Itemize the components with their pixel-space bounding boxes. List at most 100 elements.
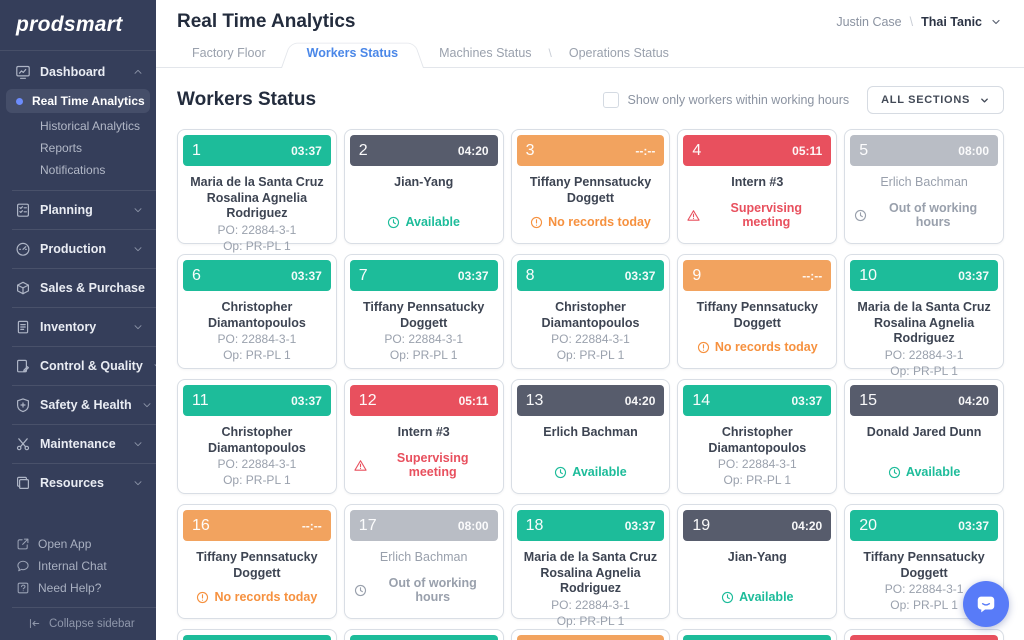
worker-number: 14 [692,391,711,409]
sidebar-item-safety-health[interactable]: Safety & Health [0,388,156,422]
tab-factory-floor[interactable]: Factory Floor [192,45,266,60]
sidebar-item-sales-purchase[interactable]: Sales & Purchase [0,271,156,305]
worker-card[interactable]: 15 04:20 Donald Jared Dunn Available [844,379,1004,494]
account-switcher[interactable]: Justin Case \ Thai Tanic [836,15,1002,29]
worker-card[interactable]: 13 04:20 Erlich Bachman Available [510,379,671,494]
tab-machines-status[interactable]: Machines Status [439,45,532,60]
worker-card-body: Erlich Bachman Out of working hours [350,541,498,613]
sidebar-subitem-label: Real Time Analytics [32,94,145,108]
sidebar-subitem-reports[interactable]: Reports [0,137,156,159]
company-name[interactable]: Thai Tanic [921,15,982,29]
page-body: Workers Status Show only workers within … [156,68,1024,640]
sidebar-divider [12,346,156,347]
worker-number: 11 [192,391,209,409]
worker-po: PO: 22884-3-1 [384,332,464,347]
worker-card[interactable]: 4 05:11 Intern #3 Supervising meeting [677,129,838,244]
worker-card[interactable]: 1 03:37 Maria de la Santa Cruz Rosalina Ag… [177,129,337,253]
tab-workers-status[interactable]: Workers Status [281,38,424,67]
worker-card-body: Maria de la Santa Cruz Rosalina Agnelia … [850,291,998,388]
worker-card-header: 15 04:20 [850,385,998,416]
sidebar-item-label: Control & Quality [40,359,143,373]
worker-name: Maria de la Santa Cruz Rosalina Agnelia … [190,175,324,221]
tab-operations-status[interactable]: Operations Status [568,45,669,60]
worker-card-header: 19 04:20 [683,510,832,541]
sidebar-footer-link-open-app[interactable]: Open App [0,533,156,555]
worker-card[interactable]: 3 --:-- Tiffany Pennsatucky Doggett No reco… [510,129,671,244]
worker-card[interactable]: 17 08:00 Erlich Bachman Out of working hour… [343,504,504,619]
worker-number: 19 [692,516,711,534]
worker-number: 7 [358,266,368,284]
page-head: Workers Status Show only workers within … [156,68,1024,129]
chevron-down-icon [990,16,1002,28]
resources-icon [15,475,31,491]
worker-card[interactable]: 10 03:37 Maria de la Santa Cruz Rosalina A… [844,254,1004,378]
worker-card[interactable]: 7 03:37 Tiffany Pennsatucky Doggett PO: 228… [343,254,504,369]
worker-op: Op: PR-PL 1 [890,364,958,379]
worker-status-label: Supervising meeting [396,451,469,479]
sidebar-item-dashboard[interactable]: Dashboard [0,55,156,89]
worker-card[interactable]: 16 --:-- Tiffany Pennsatucky Doggett No rec… [177,504,337,619]
worker-card-body: Erlich Bachman Out of working hours [850,166,998,238]
page-header-title: Real Time Analytics [177,11,356,32]
sidebar-subitem-real-time-analytics[interactable]: Real Time Analytics [6,89,150,113]
worker-card[interactable]: 18 03:37 Maria de la Santa Cruz Rosalina A… [510,504,671,628]
worker-card[interactable]: 14 03:37 Christopher Diamantopoulos PO: 228… [677,379,838,494]
worker-card[interactable]: 12 05:11 Intern #3 Supervising meeting [343,379,504,494]
worker-card[interactable]: 5 08:00 Erlich Bachman Out of working hours [844,129,1004,244]
worker-status-label: No records today [714,340,818,354]
sidebar-footer-link-internal-chat[interactable]: Internal Chat [0,555,156,577]
user-name[interactable]: Justin Case [836,15,902,29]
worker-name: Erlich Bachman [379,550,468,564]
worker-card[interactable]: 2 04:20 Jian-Yang Available [343,129,504,244]
sidebar-subitem-notifications[interactable]: Notifications [0,159,156,181]
worker-card[interactable]: 11 03:37 Christopher Diamantopoulos PO: 228… [177,379,337,494]
production-icon [15,241,31,257]
worker-time: 04:20 [624,393,656,408]
worker-card[interactable]: 2203:37 [343,629,504,640]
chat-launcher-button[interactable] [963,581,1009,627]
worker-card[interactable]: 2505:11 [844,629,1004,640]
worker-op: Op: PR-PL 1 [223,239,291,254]
collapse-sidebar-button[interactable]: Collapse sidebar [12,607,156,632]
sidebar-divider [12,229,156,230]
worker-number: 15 [859,391,877,409]
sidebar-item-inventory[interactable]: Inventory [0,310,156,344]
worker-card[interactable]: 8 03:37 Christopher Diamantopoulos PO: 2288… [510,254,671,369]
sidebar-divider [12,424,156,425]
sidebar-item-planning[interactable]: Planning [0,193,156,227]
worker-status: Out of working hours [854,201,994,229]
worker-card-header: 23--:-- [516,635,665,640]
sidebar-item-control-quality[interactable]: Control & Quality [0,349,156,383]
internal-chat-icon [16,559,30,573]
worker-name: Erlich Bachman [880,175,968,189]
worker-number: 8 [525,266,535,284]
working-hours-filter[interactable]: Show only workers within working hours [602,92,849,108]
worker-card[interactable]: 2403:37 [677,629,838,640]
worker-card[interactable]: 19 04:20 Jian-Yang Available [677,504,838,619]
worker-time: 03:37 [624,268,656,283]
sidebar-footer-link-need-help[interactable]: Need Help? [0,577,156,599]
clock-icon [387,216,400,229]
sidebar-item-resources[interactable]: Resources [0,466,156,500]
worker-card[interactable]: 6 03:37 Christopher Diamantopoulos PO: 2288… [177,254,337,369]
worker-name: Donald Jared Dunn [866,425,982,439]
all-sections-dropdown[interactable]: ALL SECTIONS [867,86,1004,114]
sidebar-divider [12,385,156,386]
worker-status-label: Out of working hours [889,201,978,229]
worker-card[interactable]: 9 --:-- Tiffany Pennsatucky Doggett No reco… [677,254,838,369]
sidebar-footer: Open App Internal Chat Need Help? Collapse … [0,533,156,640]
sidebar-item-production[interactable]: Production [0,232,156,266]
worker-order-details: PO: 22884-3-1 Op: PR-PL 1 [718,456,797,488]
sidebar-item-maintenance[interactable]: Maintenance [0,427,156,461]
worker-time: 05:11 [792,143,823,158]
main-content: Real Time Analytics Justin Case \ Thai T… [156,0,1024,640]
worker-time: 03:37 [958,518,989,533]
sidebar-subitem-historical-analytics[interactable]: Historical Analytics [0,115,156,137]
worker-status: Available [721,590,794,604]
chevron-up-icon [132,66,144,78]
working-hours-checkbox[interactable] [602,92,619,108]
sidebar-item-label: Production [40,242,106,256]
worker-card[interactable]: 2103:37 [177,629,337,640]
worker-time: --:-- [802,268,823,283]
worker-card[interactable]: 23--:-- [510,629,671,640]
